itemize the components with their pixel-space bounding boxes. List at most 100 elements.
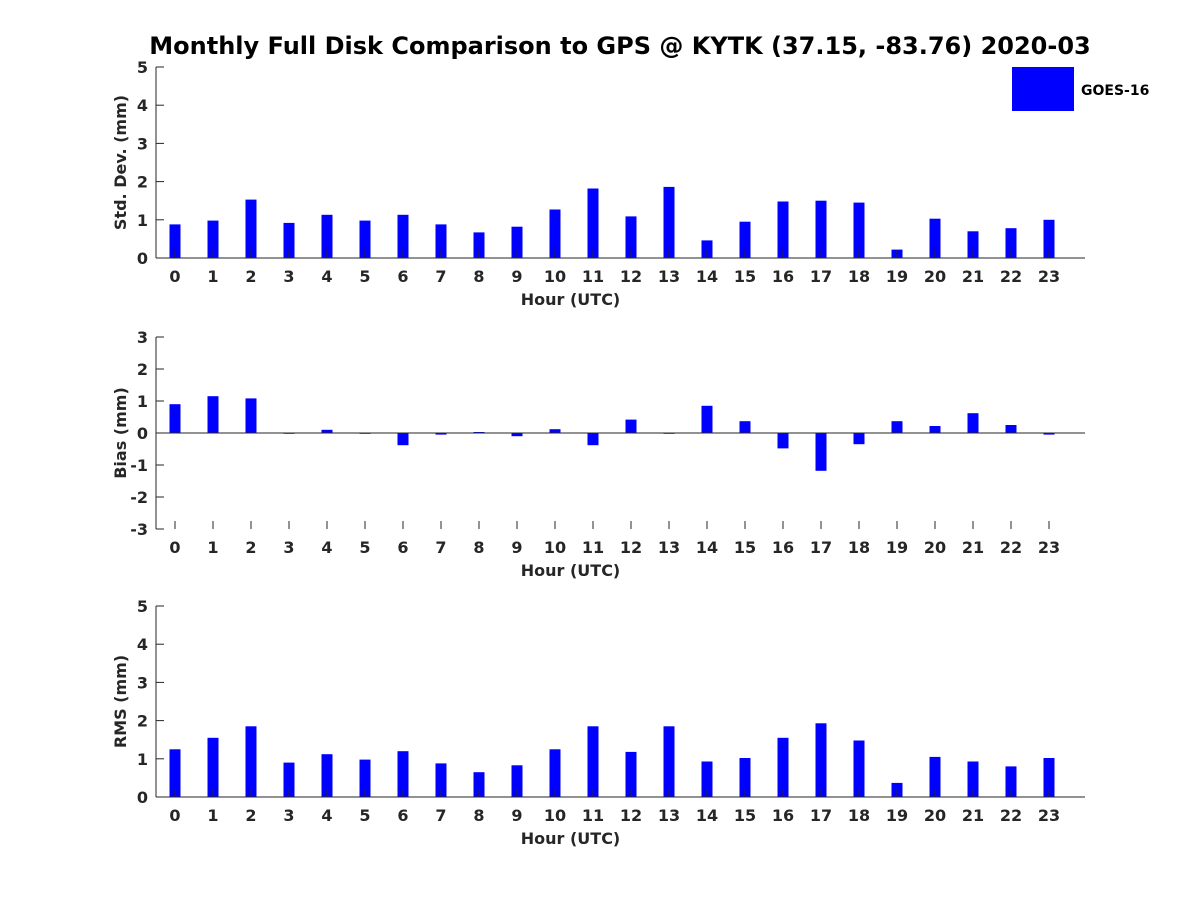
- bar-hour-10: [549, 749, 561, 798]
- x-tick-label: 9: [511, 806, 522, 825]
- x-tick-label: 11: [582, 538, 604, 557]
- bar-hour-20: [929, 756, 941, 797]
- x-tick-label: 13: [658, 267, 680, 286]
- bar-hour-9: [511, 226, 523, 258]
- x-tick-label: 22: [1000, 538, 1022, 557]
- bar-hour-10: [549, 429, 561, 433]
- x-tick-label: 13: [658, 538, 680, 557]
- x-tick-label: 17: [810, 538, 832, 557]
- bar-hour-15: [739, 421, 751, 433]
- x-tick-label: 22: [1000, 806, 1022, 825]
- x-tick-label: 16: [772, 538, 794, 557]
- x-tick-label: 8: [473, 806, 484, 825]
- bar-hour-14: [701, 761, 713, 797]
- figure-title: Monthly Full Disk Comparison to GPS @ KY…: [149, 32, 1090, 60]
- y-tick-label: 3: [137, 673, 148, 692]
- bar-hour-23: [1043, 219, 1055, 258]
- x-tick-label: 4: [321, 538, 332, 557]
- x-tick-label: 13: [658, 806, 680, 825]
- x-tick-label: 4: [321, 267, 332, 286]
- x-tick-label: 10: [544, 267, 566, 286]
- x-tick-label: 7: [435, 806, 446, 825]
- bar-hour-17: [815, 200, 827, 258]
- y-tick-label: 2: [137, 712, 148, 731]
- x-tick-label: 21: [962, 806, 984, 825]
- bar-hour-22: [1005, 228, 1017, 258]
- bar-hour-21: [967, 761, 979, 797]
- bar-hour-22: [1005, 425, 1017, 433]
- y-tick-label: 0: [137, 788, 148, 807]
- bar-hour-4: [321, 214, 333, 258]
- x-axis-label: Hour (UTC): [521, 829, 621, 848]
- bar-hour-23: [1043, 758, 1055, 797]
- y-tick-label: 3: [137, 134, 148, 153]
- x-tick-label: 14: [696, 806, 718, 825]
- bar-hour-12: [625, 419, 637, 433]
- x-tick-label: 19: [886, 538, 908, 557]
- bar-hour-1: [207, 737, 219, 797]
- bar-hour-0: [169, 224, 181, 258]
- bar-hour-1: [207, 220, 219, 258]
- bar-hour-13: [663, 726, 675, 797]
- bar-hour-11: [587, 433, 599, 446]
- x-tick-label: 12: [620, 538, 642, 557]
- y-tick-label: 5: [137, 597, 148, 616]
- bar-hour-3: [283, 222, 295, 258]
- x-tick-label: 4: [321, 806, 332, 825]
- x-tick-label: 20: [924, 538, 946, 557]
- x-tick-label: 3: [283, 267, 294, 286]
- x-tick-label: 8: [473, 267, 484, 286]
- bar-hour-22: [1005, 766, 1017, 797]
- y-tick-label: -2: [130, 488, 148, 507]
- bar-hour-14: [701, 240, 713, 258]
- x-tick-label: 22: [1000, 267, 1022, 286]
- y-tick-label: 0: [137, 424, 148, 443]
- x-tick-label: 15: [734, 538, 756, 557]
- bar-hour-6: [397, 214, 409, 258]
- bar-hour-0: [169, 404, 181, 433]
- x-tick-label: 5: [359, 806, 370, 825]
- bar-hour-21: [967, 413, 979, 433]
- y-tick-label: 5: [137, 58, 148, 77]
- y-tick-label: -3: [130, 520, 148, 539]
- x-tick-label: 16: [772, 806, 794, 825]
- bar-hour-2: [245, 398, 257, 433]
- bar-hour-6: [397, 433, 409, 446]
- bar-hour-3: [283, 762, 295, 797]
- x-tick-label: 0: [169, 806, 180, 825]
- x-tick-label: 7: [435, 538, 446, 557]
- x-tick-label: 12: [620, 267, 642, 286]
- x-tick-label: 2: [245, 267, 256, 286]
- bar-hour-2: [245, 726, 257, 797]
- bar-hour-13: [663, 186, 675, 258]
- x-tick-label: 23: [1038, 806, 1060, 825]
- y-tick-label: 1: [137, 750, 148, 769]
- x-tick-label: 11: [582, 267, 604, 286]
- bar-hour-12: [625, 216, 637, 258]
- x-tick-label: 1: [207, 806, 218, 825]
- x-tick-label: 10: [544, 538, 566, 557]
- x-tick-label: 23: [1038, 538, 1060, 557]
- bar-hour-23: [1043, 433, 1055, 435]
- bar-hour-16: [777, 201, 789, 258]
- x-tick-label: 11: [582, 806, 604, 825]
- x-tick-label: 5: [359, 267, 370, 286]
- x-tick-label: 10: [544, 806, 566, 825]
- bar-hour-18: [853, 740, 865, 797]
- bar-hour-19: [891, 421, 903, 433]
- x-tick-label: 18: [848, 806, 870, 825]
- y-tick-label: 2: [137, 360, 148, 379]
- bar-hour-7: [435, 763, 447, 797]
- bar-hour-18: [853, 202, 865, 258]
- bar-hour-1: [207, 396, 219, 433]
- x-tick-label: 1: [207, 538, 218, 557]
- x-tick-label: 6: [397, 806, 408, 825]
- x-tick-label: 16: [772, 267, 794, 286]
- x-axis-label: Hour (UTC): [521, 561, 621, 580]
- bar-hour-7: [435, 433, 447, 435]
- bar-hour-16: [777, 433, 789, 449]
